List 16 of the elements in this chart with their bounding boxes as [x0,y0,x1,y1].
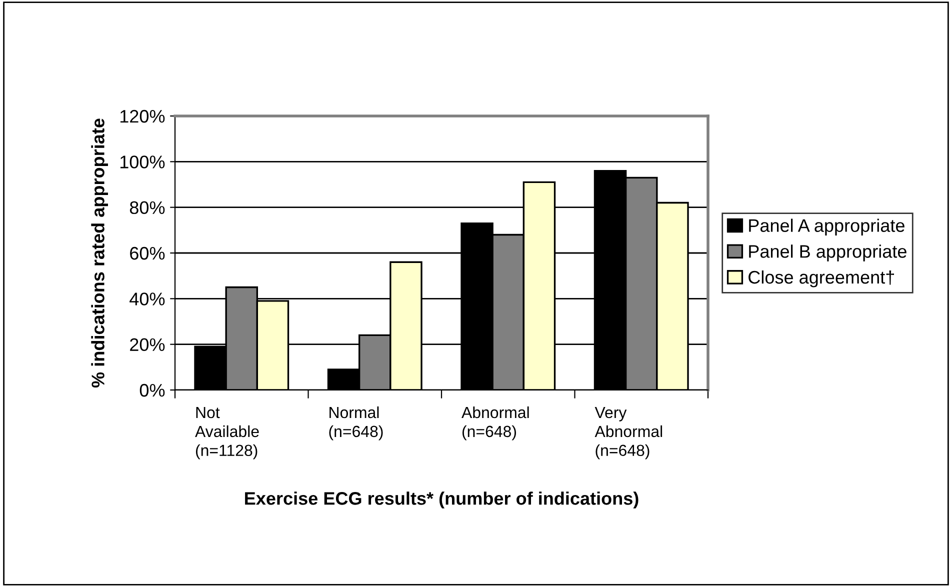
y-tick-label: 0% [140,384,165,397]
x-axis-title: Exercise ECG results* (number of indications) [245,492,638,508]
y-tick-label: 60% [130,246,165,260]
x-tick-label: Very Abnormal (n=648) [594,407,662,460]
y-tick-label: 20% [130,338,165,352]
legend-label: Panel B appropriate [749,244,906,262]
y-tick-label: 40% [130,292,165,306]
x-tick-label: Abnormal (n=648) [462,406,529,440]
y-axis-title: % indications rated appropriate [91,118,108,388]
legend-label: Panel A appropriate [749,218,904,236]
y-tick-label: 80% [130,201,165,214]
legend-label: Close agreement† [748,270,894,288]
y-tick-label: 120% [120,110,165,123]
y-tick-label: 100% [120,156,165,168]
x-tick-label: Normal (n=648) [329,406,383,440]
x-tick-label: Not Available (n=1128) [195,407,259,460]
